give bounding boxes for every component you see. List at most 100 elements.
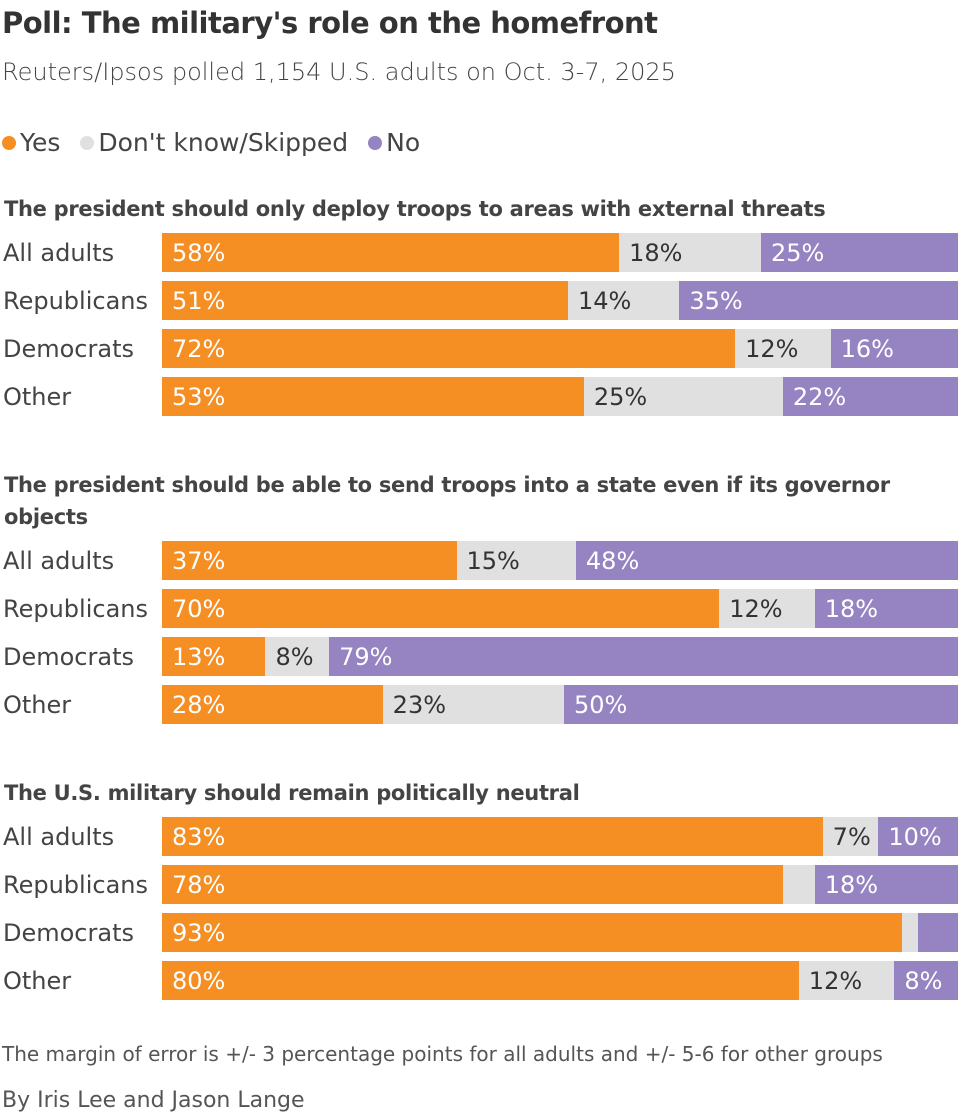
bar-segment-yes: 78% <box>162 865 783 904</box>
legend-swatch-dont-know <box>80 135 95 150</box>
data-label: 37% <box>172 547 226 575</box>
stacked-bar: 70% 12% 18% <box>162 589 958 628</box>
bar-row: Democrats 13% 8% 79% <box>0 637 960 685</box>
bar-segment-dont-know: 25% <box>583 377 783 416</box>
data-label: 28% <box>172 691 226 719</box>
bar-row: Republicans 70% 12% 18% <box>0 589 960 637</box>
bar-segment-dont-know: 12% <box>719 589 815 628</box>
bar-segment-yes: 53% <box>162 377 584 416</box>
bar-segment-yes: 58% <box>162 233 620 272</box>
data-label: 18% <box>824 595 879 623</box>
legend-label: No <box>386 128 421 157</box>
row-label: Democrats <box>3 643 134 671</box>
data-label: 12% <box>808 967 863 995</box>
bar-segment-yes: 72% <box>162 329 736 368</box>
stacked-bar: 80% 12% 8% <box>162 961 958 1000</box>
chart-title: Poll: The military's role on the homefro… <box>2 6 658 40</box>
data-label: 48% <box>585 547 640 575</box>
panel-heading: The president should only deploy troops … <box>4 197 826 221</box>
panel-heading: The U.S. military should remain politica… <box>4 781 580 805</box>
bar-row: Other 53% 25% 22% <box>0 377 960 425</box>
row-label: Republicans <box>3 595 148 623</box>
data-label: 7% <box>832 823 871 851</box>
bar-segment-no: 16% <box>830 329 958 368</box>
legend-label: Don't know/Skipped <box>98 128 349 157</box>
footnote: The margin of error is +/- 3 percentage … <box>2 1042 883 1066</box>
legend-swatch-no <box>368 135 383 150</box>
data-label: 10% <box>888 823 942 851</box>
data-label: 8% <box>904 967 943 995</box>
data-label: 80% <box>172 967 226 995</box>
data-label: 70% <box>172 595 226 623</box>
panel-heading: The president should be able to send tro… <box>4 473 890 529</box>
bar-row: All adults 83% 7% 10% <box>0 817 960 865</box>
bar-segment-dont-know: 15% <box>456 541 576 580</box>
bar-segment-no: 22% <box>782 377 958 416</box>
data-label: 13% <box>172 643 226 671</box>
bar-segment-dont-know: 14% <box>567 281 680 320</box>
data-label: 12% <box>745 335 799 363</box>
bar-segment-dont-know: 7% <box>822 817 879 856</box>
bar-segment-yes: 93% <box>162 913 903 952</box>
bar-segment-dont-know: 8% <box>265 637 330 676</box>
bar-segment-no: 10% <box>878 817 958 856</box>
bar-segment-no: 18% <box>814 865 958 904</box>
row-label: All adults <box>3 239 115 267</box>
bar-segment-yes: 70% <box>162 589 720 628</box>
data-label: 83% <box>172 823 226 851</box>
data-label: 23% <box>392 691 447 719</box>
stacked-bar: 13% 8% 79% <box>162 637 958 676</box>
bar-segment-no: 25% <box>760 233 958 272</box>
data-label: 16% <box>840 335 894 363</box>
data-label: 50% <box>573 691 628 719</box>
bar-segment-no: 79% <box>329 637 958 676</box>
stacked-bar: 58% 18% 25% <box>162 233 958 272</box>
data-label: 18% <box>824 871 879 899</box>
row-label: Republicans <box>3 287 148 315</box>
bar-segment-dont-know: 23% <box>382 685 564 724</box>
data-label: 78% <box>172 871 226 899</box>
legend-item-yes: Yes <box>2 128 60 157</box>
bar-segment-yes: 13% <box>162 637 266 676</box>
bar-segment-no: 18% <box>814 589 958 628</box>
data-label: 14% <box>577 287 632 315</box>
bar-row: All adults 58% 18% 25% <box>0 233 960 281</box>
row-label: Democrats <box>3 919 134 947</box>
bar-row: Democrats 93% <box>0 913 960 961</box>
stacked-bar: 78% 18% <box>162 865 958 904</box>
bar-segment-dont-know: 12% <box>798 961 895 1000</box>
row-label: Democrats <box>3 335 134 363</box>
bar-segment-yes: 80% <box>162 961 799 1000</box>
bar-row: All adults 37% 15% 48% <box>0 541 960 589</box>
bar-row: Other 80% 12% 8% <box>0 961 960 1009</box>
data-label: 25% <box>593 383 648 411</box>
data-label: 25% <box>770 239 825 267</box>
byline: By Iris Lee and Jason Lange <box>2 1088 305 1113</box>
bar-segment-no: 35% <box>679 281 958 320</box>
data-label: 58% <box>172 239 226 267</box>
data-label: 12% <box>729 595 783 623</box>
data-label: 53% <box>172 383 226 411</box>
bar-row: Other 28% 23% 50% <box>0 685 960 733</box>
bar-segment-dont-know: 18% <box>619 233 761 272</box>
data-label: 35% <box>689 287 743 315</box>
bar-segment-dont-know <box>782 865 815 904</box>
legend-item-no: No <box>368 128 420 157</box>
row-label: All adults <box>3 823 115 851</box>
panel-external-threats: The president should only deploy troops … <box>0 193 960 425</box>
stacked-bar: 83% 7% 10% <box>162 817 958 856</box>
bar-segment-no: 50% <box>563 685 958 724</box>
row-label: Other <box>3 967 72 995</box>
bar-row: Republicans 51% 14% 35% <box>0 281 960 329</box>
row-label: All adults <box>3 547 115 575</box>
row-label: Republicans <box>3 871 148 899</box>
bar-segment-yes: 37% <box>162 541 457 580</box>
data-label: 72% <box>172 335 226 363</box>
stacked-bar: 53% 25% 22% <box>162 377 958 416</box>
bar-segment-no <box>918 913 958 952</box>
data-label: 22% <box>792 383 847 411</box>
row-label: Other <box>3 383 72 411</box>
bar-segment-no: 8% <box>894 961 958 1000</box>
bar-segment-yes: 51% <box>162 281 568 320</box>
chart-subtitle: Reuters/Ipsos polled 1,154 U.S. adults o… <box>2 58 676 86</box>
